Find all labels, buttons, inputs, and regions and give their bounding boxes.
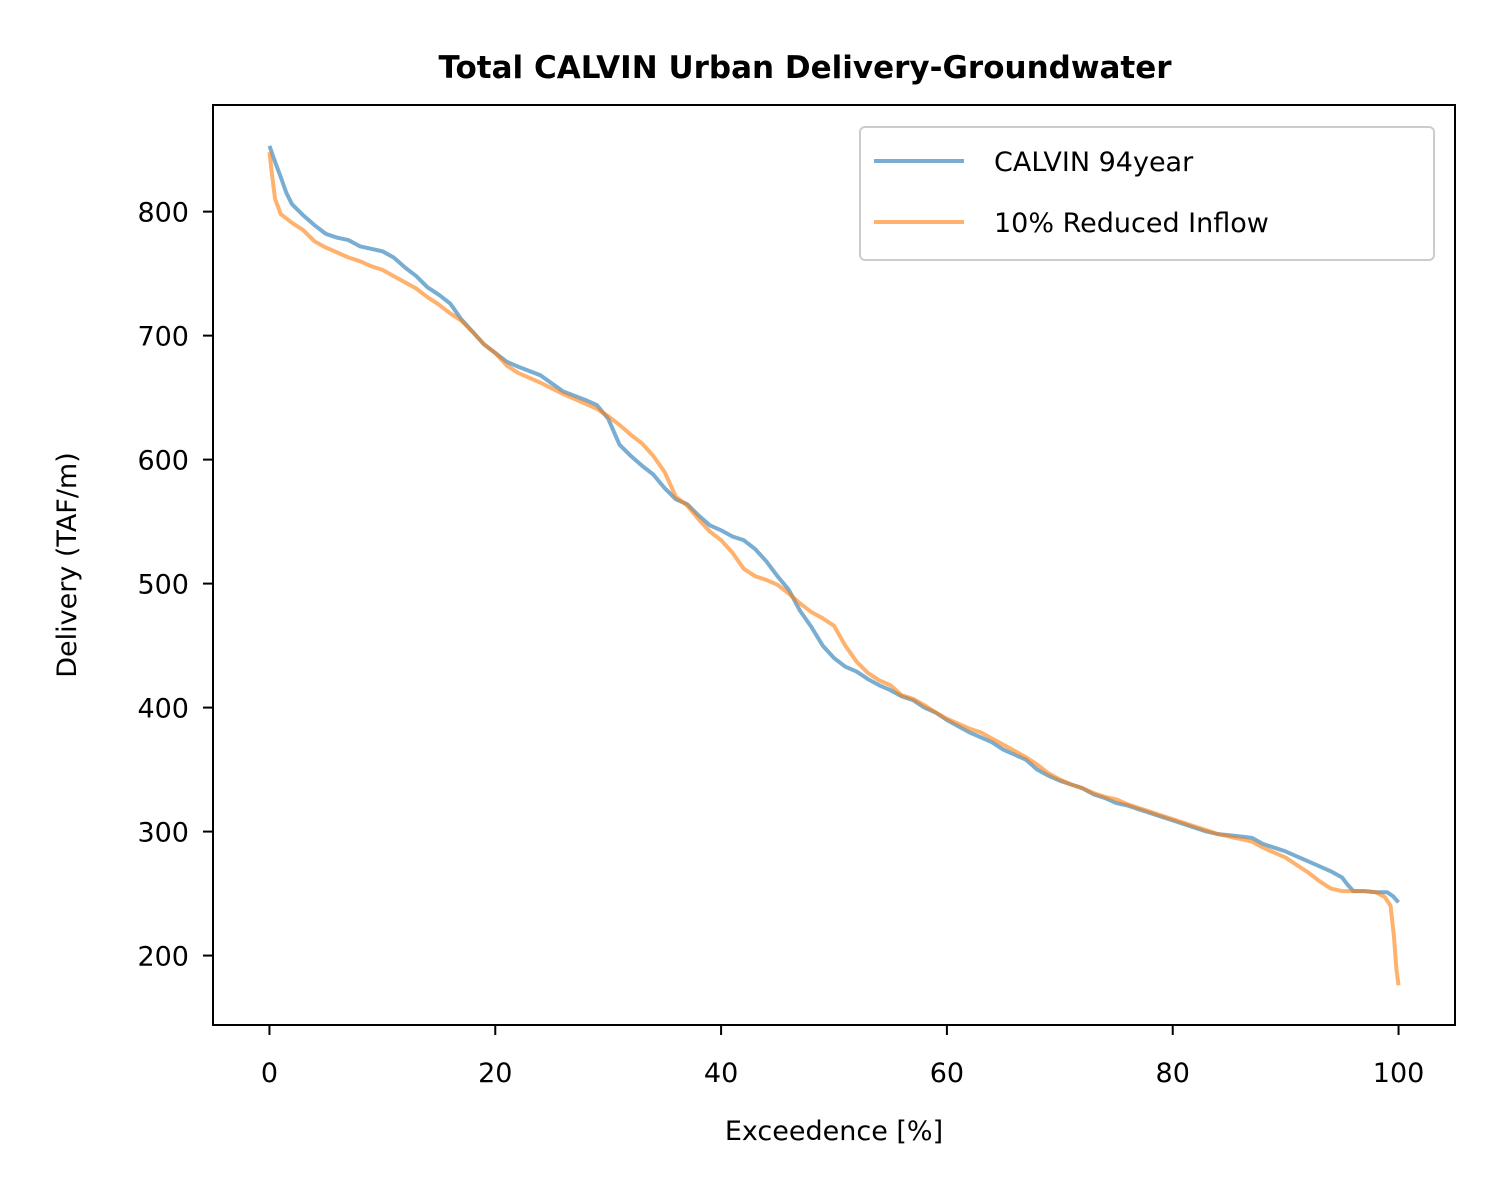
x-tick-label: 40 — [704, 1058, 738, 1089]
x-axis-label: Exceedence [%] — [725, 1116, 943, 1147]
legend-label-reduced-inflow: 10% Reduced Inflow — [994, 208, 1269, 239]
y-axis: 200 300 400 500 600 700 800 — [137, 198, 213, 973]
x-tick-label: 20 — [478, 1058, 512, 1089]
legend: CALVIN 94year 10% Reduced Inflow — [859, 126, 1435, 261]
x-axis: 0 20 40 60 80 100 — [261, 1025, 1424, 1089]
x-tick-label: 60 — [930, 1058, 964, 1089]
x-tick-label: 0 — [261, 1058, 278, 1089]
y-tick-label: 800 — [137, 198, 189, 229]
y-axis-label: Delivery (TAF/m) — [52, 452, 83, 678]
chart-title: Total CALVIN Urban Delivery-Groundwater — [438, 50, 1172, 86]
legend-frame — [859, 126, 1435, 261]
series-line-1 — [267, 151, 1401, 986]
y-tick-label: 700 — [137, 322, 189, 353]
y-tick-label: 400 — [137, 694, 189, 725]
legend-label-calvin-94year: CALVIN 94year — [994, 147, 1194, 178]
x-tick-label: 100 — [1373, 1058, 1425, 1089]
y-tick-label: 200 — [137, 942, 189, 973]
plot-area — [267, 145, 1401, 986]
y-tick-label: 300 — [137, 818, 189, 849]
axes-frame — [212, 104, 1456, 1026]
y-tick-label: 600 — [137, 446, 189, 477]
x-tick-label: 80 — [1156, 1058, 1190, 1089]
y-tick-label: 500 — [137, 570, 189, 601]
